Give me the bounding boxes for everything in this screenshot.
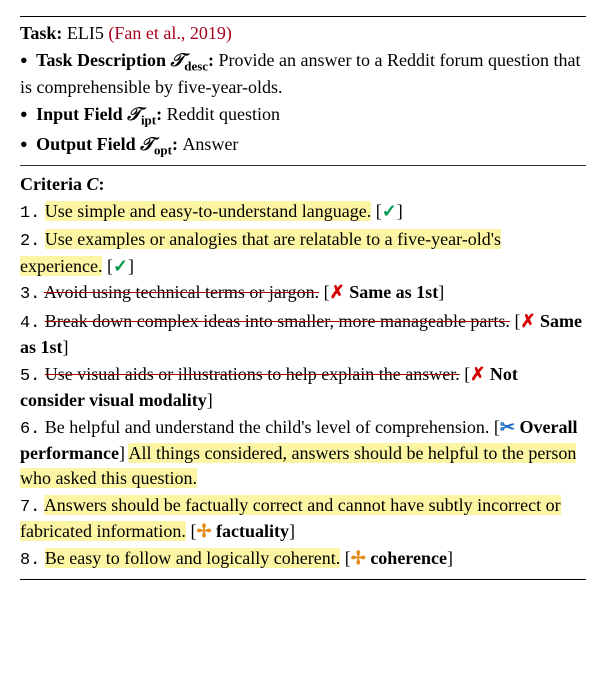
criteria-number: 8. [20, 551, 40, 570]
criteria-item: 6. Be helpful and understand the child's… [20, 415, 586, 491]
criteria-item: 3. Avoid using technical terms or jargon… [20, 280, 586, 306]
task-line: Task: ELI5 (Fan et al., 2019) [20, 21, 586, 46]
criteria-annotation: [✢ factuality] [190, 521, 295, 541]
task-label: Task: [20, 23, 62, 43]
criteria-note: coherence [370, 548, 447, 568]
criteria-number: 1. [20, 204, 40, 223]
output-field-sub: opt [154, 142, 172, 157]
criteria-text: Break down complex ideas into smaller, m… [45, 311, 510, 331]
task-desc-sub: desc [184, 58, 208, 73]
input-field-sub: ipt [141, 113, 156, 128]
criteria-item: 2. Use examples or analogies that are re… [20, 227, 586, 278]
criteria-section: Criteria C: 1. Use simple and easy-to-un… [20, 172, 586, 573]
check-icon: ✓ [382, 201, 397, 221]
task-citation: (Fan et al., 2019) [108, 23, 231, 43]
x-icon: ✗ [470, 364, 485, 384]
criteria-item: 7. Answers should be factually correct a… [20, 493, 586, 544]
plus-icon: ✢ [351, 548, 366, 568]
plus-icon: ✢ [196, 521, 211, 541]
criteria-heading: Criteria [20, 174, 82, 194]
criteria-annotation: [✢ coherence] [345, 548, 453, 568]
task-desc-symbol: 𝒯 [170, 50, 184, 70]
bullet-icon: ● [20, 136, 28, 153]
criteria-item: 5. Use visual aids or illustrations to h… [20, 362, 586, 413]
x-icon: ✗ [330, 282, 345, 302]
criteria-text: Use examples or analogies that are relat… [20, 229, 501, 275]
output-field-line: ● Output Field 𝒯opt: Answer [20, 132, 586, 159]
bullet-icon: ● [20, 106, 28, 123]
criteria-note: Same as 1st [349, 282, 438, 302]
top-rule [20, 16, 586, 17]
output-field-label: Output Field [36, 134, 136, 154]
criteria-text: Use visual aids or illustrations to help… [45, 364, 460, 384]
criteria-text: Be helpful and understand the child's le… [45, 417, 490, 437]
input-field-label: Input Field [36, 104, 123, 124]
input-field-text: Reddit question [167, 104, 281, 124]
criteria-annotation: [✓] [376, 201, 403, 221]
output-field-text: Answer [182, 134, 238, 154]
criteria-number: 6. [20, 420, 40, 439]
input-field-line: ● Input Field 𝒯ipt: Reddit question [20, 102, 586, 129]
task-desc-line: ● Task Description 𝒯desc: Provide an ans… [20, 48, 586, 100]
criteria-annotation: [✓] [107, 256, 134, 276]
check-icon: ✓ [113, 256, 128, 276]
scissors-icon: ✂ [500, 417, 515, 437]
figure-box: Task: ELI5 (Fan et al., 2019) ● Task Des… [0, 0, 606, 590]
criteria-text: Use simple and easy-to-understand langua… [45, 201, 371, 221]
task-header: Task: ELI5 (Fan et al., 2019) ● Task Des… [20, 21, 586, 159]
criteria-text: Be easy to follow and logically coherent… [45, 548, 340, 568]
bottom-rule [20, 579, 586, 580]
output-field-symbol: 𝒯 [140, 134, 154, 154]
criteria-text: Avoid using technical terms or jargon. [44, 282, 319, 302]
criteria-number: 4. [20, 314, 40, 333]
criteria-item: 1. Use simple and easy-to-understand lan… [20, 199, 586, 225]
criteria-list: 1. Use simple and easy-to-understand lan… [20, 199, 586, 573]
criteria-symbol: C [86, 174, 98, 194]
input-field-symbol: 𝒯 [127, 104, 141, 124]
x-icon: ✗ [520, 311, 535, 331]
criteria-number: 2. [20, 232, 40, 251]
criteria-number: 3. [20, 285, 40, 304]
criteria-heading-line: Criteria C: [20, 172, 586, 197]
bullet-icon: ● [20, 52, 28, 69]
mid-rule [20, 165, 586, 166]
criteria-number: 5. [20, 367, 40, 386]
criteria-item: 4. Break down complex ideas into smaller… [20, 309, 586, 360]
criteria-number: 7. [20, 498, 40, 517]
criteria-item: 8. Be easy to follow and logically coher… [20, 546, 586, 572]
task-name: ELI5 [67, 23, 104, 43]
criteria-annotation: [✗ Same as 1st] [324, 282, 445, 302]
task-desc-label: Task Description [36, 50, 166, 70]
criteria-note: factuality [216, 521, 289, 541]
